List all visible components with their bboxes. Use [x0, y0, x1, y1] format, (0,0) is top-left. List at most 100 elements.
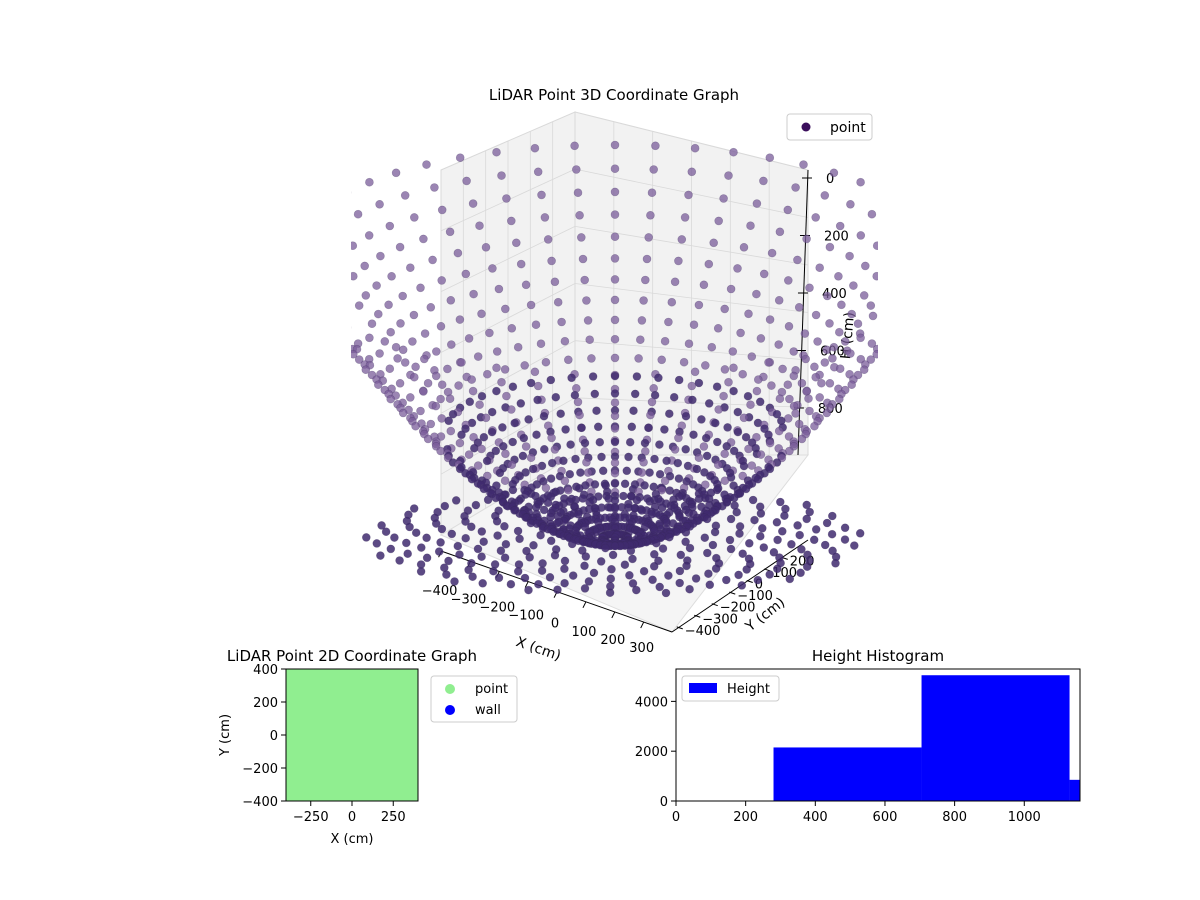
- chart-3d-point: [567, 539, 577, 549]
- chart-3d-point: [571, 454, 580, 464]
- chart-3d-point: [577, 423, 586, 433]
- chart-3d-point: [805, 406, 814, 416]
- chart-3d-point: [526, 453, 536, 463]
- chart-3d-point: [755, 531, 765, 541]
- chart-3d-point: [500, 521, 509, 531]
- chart-3d-point: [726, 544, 736, 554]
- chart-3d-point: [645, 468, 654, 477]
- chart-3d-point: [477, 552, 486, 562]
- chart-3d-point: [524, 415, 533, 424]
- chart-3d-point: [467, 375, 477, 384]
- chart-3d-point: [710, 527, 720, 537]
- chart-3d-point: [475, 400, 484, 410]
- chart-3d-point: [582, 457, 591, 467]
- chart-3d-point: [495, 468, 505, 478]
- chart-3d-point: [637, 316, 647, 325]
- chart-3d-point: [317, 244, 325, 252]
- chart-3d-point: [461, 517, 470, 526]
- chart-3d-point: [713, 323, 723, 333]
- chart-3d-point: [755, 397, 765, 407]
- chart-3d-point: [477, 527, 487, 536]
- chart-3d-point: [898, 318, 906, 326]
- chart-3d-point: [508, 485, 518, 495]
- chart-3d-point: [606, 574, 616, 584]
- chart-3d-point: [337, 221, 345, 229]
- chart-3d-point: [409, 372, 419, 382]
- chart-3d-point: [502, 391, 511, 401]
- chart-3d-point: [765, 464, 775, 474]
- chart-3d-point: [719, 391, 728, 401]
- chart-3d-point: [777, 526, 787, 536]
- chart-3d-legend-marker: [801, 122, 811, 132]
- chart-3d-point: [775, 227, 785, 237]
- chart-3d-point: [689, 430, 698, 440]
- chart-3d-point: [500, 476, 510, 486]
- chart-2d-x-tick-label: 0: [348, 810, 356, 825]
- chart-3d-point: [651, 141, 660, 151]
- chart-3d-point: [422, 160, 431, 169]
- chart-3d-point: [799, 160, 808, 169]
- chart-3d-point: [386, 544, 396, 554]
- chart-3d-point: [391, 168, 401, 178]
- chart-3d-point: [752, 386, 762, 396]
- chart-3d-point: [376, 551, 385, 560]
- chart-3d-point: [774, 426, 784, 436]
- chart-3d-point: [620, 479, 630, 489]
- chart-3d-point: [519, 433, 529, 443]
- chart-3d-point: [670, 445, 680, 454]
- histogram-y-tick-label: 0: [660, 795, 668, 810]
- chart-3d-point: [475, 221, 484, 230]
- histogram-x-tick-label: 600: [873, 810, 898, 825]
- chart-3d-point: [576, 233, 586, 242]
- chart-3d-y-tick: [729, 591, 736, 595]
- chart-3d-point: [822, 345, 832, 355]
- chart-3d-point: [679, 357, 689, 367]
- chart-3d-point: [646, 211, 655, 220]
- chart-3d-point: [539, 505, 549, 515]
- chart-3d-point: [787, 539, 796, 549]
- chart-3d-point: [487, 407, 497, 417]
- chart-3d-point: [430, 183, 439, 192]
- chart-3d-point: [739, 243, 749, 252]
- chart-3d-point: [501, 449, 510, 459]
- chart-3d-point: [866, 301, 876, 310]
- chart-3d-point: [733, 264, 742, 273]
- chart-3d-y-tick: [746, 580, 753, 584]
- chart-3d-point: [533, 167, 543, 177]
- chart-3d-point: [690, 143, 700, 153]
- chart-3d-point: [513, 567, 523, 576]
- chart-3d-point: [411, 362, 420, 372]
- chart-3d-point: [825, 378, 835, 388]
- chart-3d-point: [752, 289, 761, 299]
- chart-3d-point: [419, 387, 428, 396]
- chart-3d-point: [375, 200, 384, 209]
- chart-3d-point: [550, 550, 560, 560]
- chart-3d-point: [573, 397, 583, 407]
- chart-3d-x-tick: [524, 581, 529, 588]
- chart-3d-point: [752, 432, 761, 442]
- chart-3d-point: [637, 506, 647, 515]
- chart-3d-point: [583, 468, 593, 477]
- chart-3d-point: [867, 339, 877, 348]
- chart-2d: LiDAR Point 2D Coordinate Graph −250 0 250…: [218, 647, 518, 847]
- chart-3d-point: [670, 277, 680, 287]
- chart-3d-point: [610, 437, 620, 447]
- chart-3d-point: [520, 361, 530, 370]
- chart-2d-y-tick-label: 200: [253, 696, 278, 711]
- chart-2d-y-tick-label: −400: [242, 795, 278, 810]
- chart-3d-point: [734, 570, 743, 580]
- chart-3d-point: [578, 254, 588, 264]
- chart-3d-point: [500, 365, 510, 374]
- chart-3d-point: [649, 549, 659, 559]
- chart-3d-point: [426, 419, 436, 429]
- chart-3d-point: [810, 362, 819, 372]
- chart-3d-point: [431, 371, 441, 381]
- chart-3d-point: [650, 454, 659, 464]
- chart-3d-point: [477, 444, 486, 454]
- chart-3d-point: [468, 386, 478, 396]
- chart-3d-title: LiDAR Point 3D Coordinate Graph: [489, 86, 739, 104]
- chart-3d-point: [639, 296, 648, 305]
- chart-3d-point: [756, 450, 766, 459]
- chart-3d-point: [481, 413, 491, 423]
- chart-3d-point: [746, 221, 755, 230]
